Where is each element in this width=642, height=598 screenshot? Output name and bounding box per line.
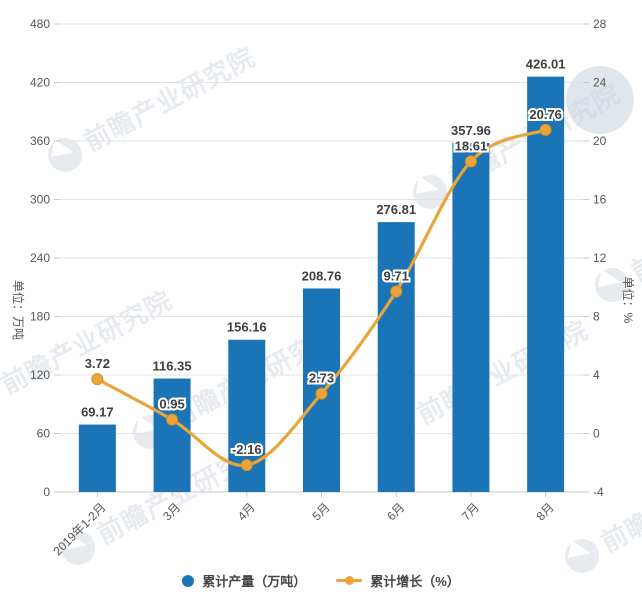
watermark-text: 前瞻产业研究院 xyxy=(79,42,260,157)
legend-item-cumulative-growth[interactable]: 累计增长（%） xyxy=(336,571,460,590)
watermark-logo-wedge-icon xyxy=(136,416,159,434)
watermark-text: 前瞻产业研究院 xyxy=(626,172,642,287)
bar-value-label: 276.81 xyxy=(376,202,416,217)
bar-value-label: 357.96 xyxy=(451,123,491,138)
y-axis-right-tick-label: 24 xyxy=(593,76,607,90)
bar-value-label: 116.35 xyxy=(153,359,192,374)
line-point-5月[interactable] xyxy=(315,387,328,400)
legend-label-cumulative-output: 累计产量（万吨） xyxy=(202,574,307,589)
watermark-logo-icon xyxy=(48,138,82,172)
y-axis-right-tick-label: 8 xyxy=(593,310,600,324)
watermark-logo-wedge-icon xyxy=(51,139,74,157)
line-value-label: -2.16 xyxy=(232,442,262,457)
legend-bar-marker-icon xyxy=(182,574,195,587)
watermark-logo-icon xyxy=(565,539,599,573)
legend-line-dot-icon xyxy=(344,576,354,585)
line-value-label: 18.61 xyxy=(455,138,488,153)
y-axis-left-tick-label: 60 xyxy=(37,427,51,441)
y-axis-left-tick-label: 120 xyxy=(30,368,50,382)
watermark-text: 前瞻产业研究院 xyxy=(0,285,177,400)
watermark: 前瞻产业研究院 xyxy=(565,443,642,573)
x-axis-tick-label: 8月 xyxy=(534,500,557,523)
x-axis-tick-label: 5月 xyxy=(310,500,333,523)
bar-6月[interactable] xyxy=(377,222,415,493)
watermark-logo-wedge-icon xyxy=(568,540,591,558)
bar-value-label: 426.01 xyxy=(526,57,566,72)
y-axis-left-tick-label: 420 xyxy=(30,76,50,90)
line-point-2019年1-2月[interactable] xyxy=(91,373,104,386)
line-point-7月[interactable] xyxy=(464,155,477,168)
x-axis-tick-label: 4月 xyxy=(235,500,258,523)
y-axis-right-tick-label: 20 xyxy=(593,134,607,148)
line-value-label: 20.76 xyxy=(529,107,562,122)
line-value-label: 2.73 xyxy=(309,371,334,386)
y-axis-right-name: 单位：% xyxy=(621,277,636,324)
watermark-logo-wedge-icon xyxy=(598,269,621,287)
watermark-logo-icon xyxy=(413,175,447,209)
y-axis-left-tick-label: 480 xyxy=(30,17,50,31)
y-axis-left-name: 单位：万吨 xyxy=(11,280,26,340)
line-value-label: 9.71 xyxy=(384,268,409,283)
watermark-logo-wedge-icon xyxy=(64,532,87,550)
y-axis-left-tick-label: 240 xyxy=(30,251,50,265)
y-axis-right-tick-label: -4 xyxy=(593,485,604,499)
x-axis-tick-label: 7月 xyxy=(459,500,482,523)
line-point-8月[interactable] xyxy=(539,123,552,136)
legend-item-cumulative-output[interactable]: 累计产量（万吨） xyxy=(182,571,306,590)
watermark-logo-icon xyxy=(61,531,95,565)
y-axis-left-tick-label: 360 xyxy=(30,134,50,148)
line-value-label: 0.95 xyxy=(159,397,184,412)
chart-legend: 累计产量（万吨） 累计增长（%） xyxy=(0,571,642,590)
legend-label-cumulative-growth: 累计增长（%） xyxy=(370,574,460,589)
x-axis-tick-label: 6月 xyxy=(384,500,407,523)
y-axis-right-tick-label: 16 xyxy=(593,193,607,207)
watermark: 前瞻产业研究院 xyxy=(48,42,260,172)
bar-value-label: 208.76 xyxy=(302,268,342,283)
watermark-text: 前瞻产业研究院 xyxy=(596,443,642,558)
legend-line-marker-icon xyxy=(336,576,363,585)
watermark-logo-wedge-icon xyxy=(416,176,439,194)
bar-8月[interactable] xyxy=(527,76,565,492)
y-axis-right-tick-label: 28 xyxy=(593,17,607,31)
y-axis-left-tick-label: 300 xyxy=(30,193,50,207)
y-axis-right-tick-label: 12 xyxy=(593,251,607,265)
watermark: 前瞻产业研究院 xyxy=(0,285,177,400)
watermark-logo-icon xyxy=(595,268,629,302)
line-value-label: 3.72 xyxy=(85,356,110,371)
y-axis-right-tick-label: 0 xyxy=(593,427,600,441)
line-point-6月[interactable] xyxy=(390,285,403,298)
y-axis-right-tick-label: 4 xyxy=(593,368,600,382)
line-point-4月[interactable] xyxy=(240,459,253,472)
bar-value-label: 69.17 xyxy=(81,405,114,420)
bar-value-label: 156.16 xyxy=(227,320,267,335)
watermark-text: 前瞻产业研究院 xyxy=(412,315,593,430)
bar-3月[interactable] xyxy=(153,378,191,492)
y-axis-left-tick-label: 0 xyxy=(43,485,50,499)
bar-7月[interactable] xyxy=(452,142,490,492)
line-point-3月[interactable] xyxy=(166,413,179,426)
y-axis-left-tick-label: 180 xyxy=(30,310,50,324)
bar-2019年1-2月[interactable] xyxy=(78,424,116,492)
